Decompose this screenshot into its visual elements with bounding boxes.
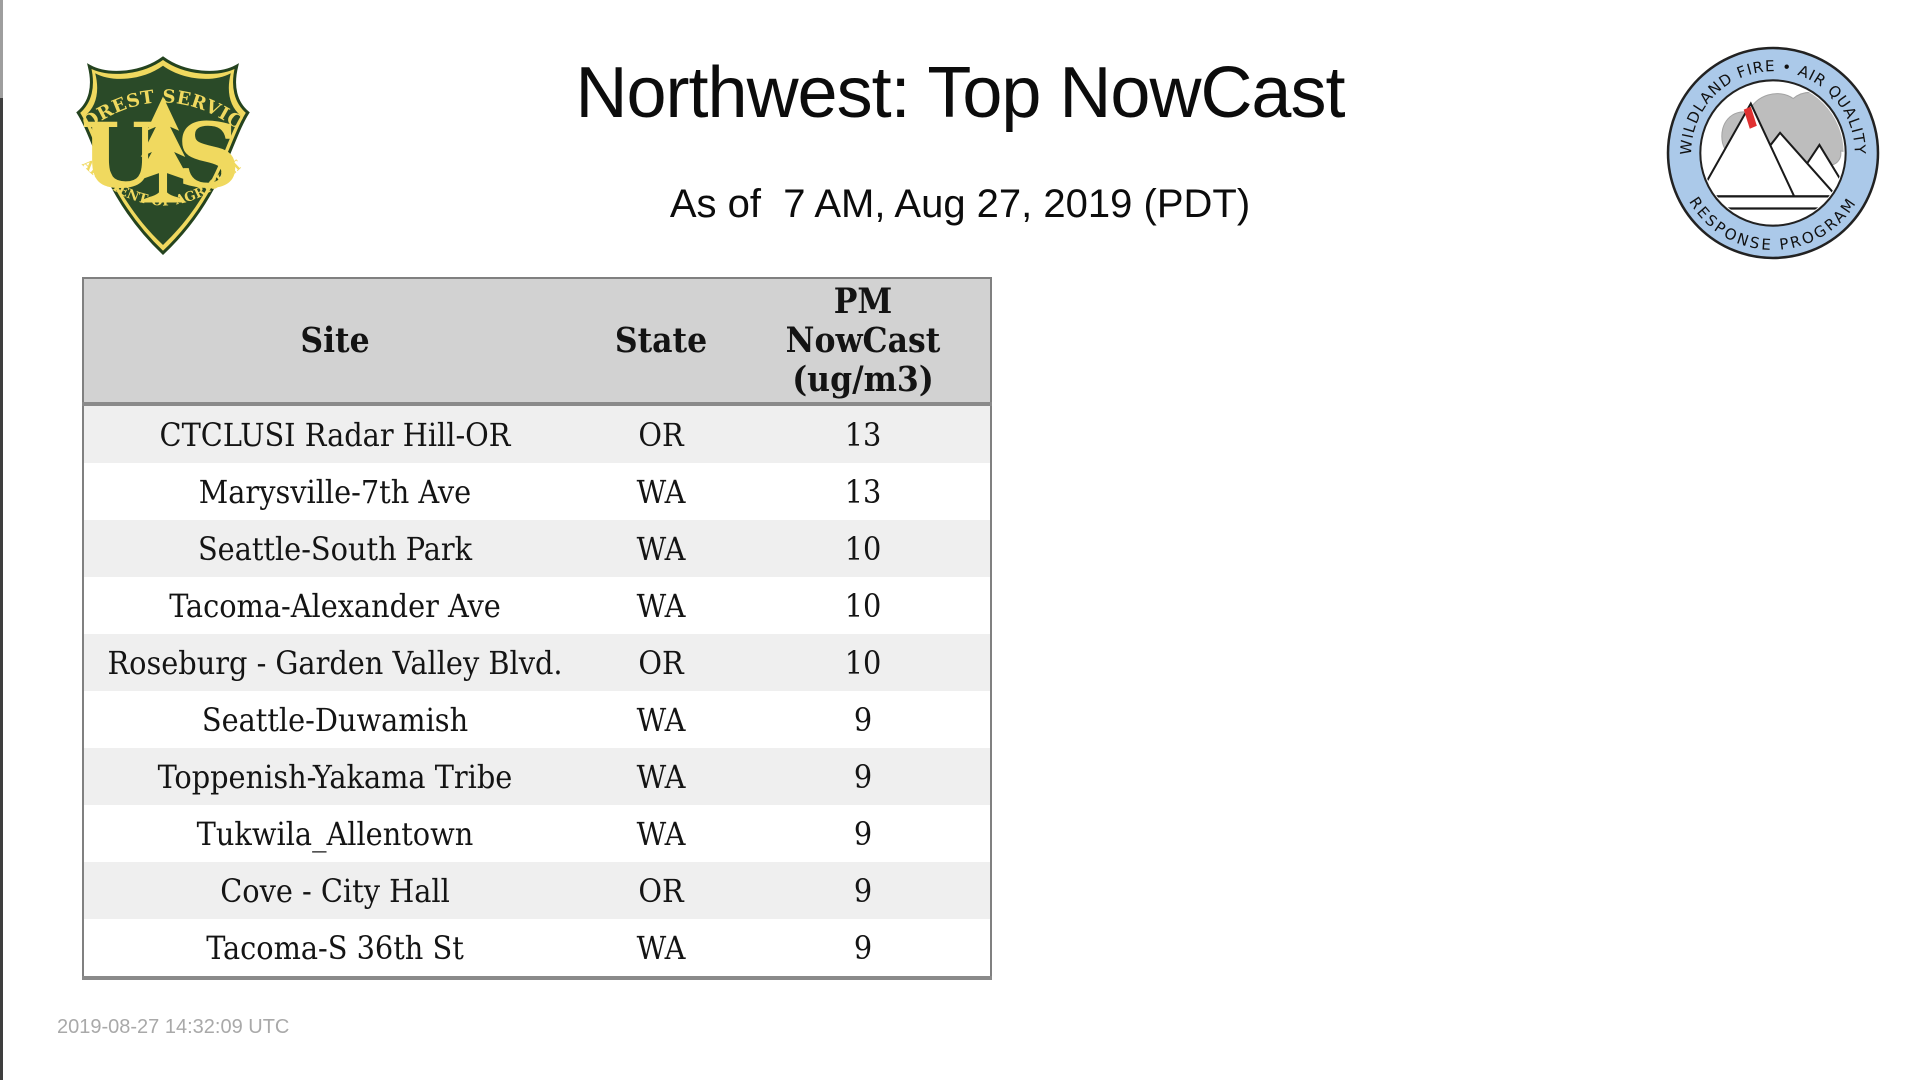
- table-row: Toppenish-Yakama Tribe WA 9: [83, 748, 991, 805]
- table-row: Tukwila_Allentown WA 9: [83, 805, 991, 862]
- state-cell: WA: [636, 529, 686, 568]
- table-body: CTCLUSI Radar Hill-OR OR 13 Marysville-7…: [83, 404, 991, 978]
- forest-service-logo-icon: FOREST SERVICE DEPARTMENT OF AGRICULTURE…: [62, 44, 250, 255]
- site-cell: Cove - City Hall: [220, 871, 450, 910]
- site-cell: Tacoma-Alexander Ave: [169, 586, 501, 625]
- window-edge-artifact: [0, 98, 3, 1080]
- flame-mark-icon: [1743, 106, 1757, 129]
- value-cell: 9: [853, 700, 873, 739]
- state-cell: WA: [636, 700, 686, 739]
- site-cell: Tukwila_Allentown: [196, 814, 474, 853]
- value-cell: 9: [853, 757, 873, 796]
- footer-timestamp: 2019-08-27 14:32:09 UTC: [57, 1016, 290, 1038]
- state-cell: OR: [638, 415, 684, 454]
- nowcast-table: Site State PM NowCast (ug/m3) CTCLUSI Ra…: [82, 277, 992, 980]
- site-cell: Roseburg - Garden Valley Blvd.: [107, 643, 563, 682]
- pm-header-line: (ug/m3): [792, 359, 934, 400]
- site-cell: Seattle-South Park: [197, 529, 473, 568]
- value-cell: 9: [853, 871, 873, 910]
- table-row: Seattle-Duwamish WA 9: [83, 691, 991, 748]
- value-cell: 10: [844, 586, 882, 625]
- column-header-state: State: [586, 278, 736, 406]
- column-header-site: Site: [83, 278, 586, 406]
- table-row: Tacoma-S 36th St WA 9: [83, 919, 991, 978]
- table-row: Marysville-7th Ave WA 13: [83, 463, 991, 520]
- site-cell: Tacoma-S 36th St: [206, 928, 464, 967]
- pm-header-line: NowCast: [785, 320, 941, 361]
- table-row: Cove - City Hall OR 9: [83, 862, 991, 919]
- value-cell: 10: [844, 529, 882, 568]
- page-title: Northwest: Top NowCast: [575, 53, 1346, 133]
- table-row: Seattle-South Park WA 10: [83, 520, 991, 577]
- state-cell: WA: [636, 814, 686, 853]
- site-cell: Seattle-Duwamish: [201, 700, 469, 739]
- column-header-pm-nowcast: PM NowCast (ug/m3): [736, 278, 991, 406]
- wildland-fire-air-quality-logo-icon: WILDLAND FIRE • AIR QUALITY RESPONSE PRO…: [1666, 46, 1880, 260]
- state-cell: WA: [636, 586, 686, 625]
- pine-tree-icon: [135, 96, 191, 203]
- window-edge-artifact: [0, 0, 3, 98]
- shield-letter-s: S: [176, 103, 240, 207]
- table-header-row: Site State PM NowCast (ug/m3): [83, 278, 991, 406]
- pm-header-line: PM: [833, 281, 893, 322]
- site-cell: CTCLUSI Radar Hill-OR: [159, 415, 511, 454]
- state-cell: WA: [636, 472, 686, 511]
- table-row: CTCLUSI Radar Hill-OR OR 13: [83, 404, 991, 463]
- page-subtitle: As of 7 AM, Aug 27, 2019 (PDT): [669, 182, 1251, 226]
- table-row: Tacoma-Alexander Ave WA 10: [83, 577, 991, 634]
- state-cell: OR: [638, 643, 684, 682]
- value-cell: 10: [844, 643, 882, 682]
- state-cell: WA: [636, 928, 686, 967]
- site-cell: Toppenish-Yakama Tribe: [157, 757, 513, 796]
- value-cell: 9: [853, 928, 873, 967]
- shield-letter-u: U: [81, 103, 158, 207]
- value-cell: 9: [853, 814, 873, 853]
- state-cell: OR: [638, 871, 684, 910]
- table-row: Roseburg - Garden Valley Blvd. OR 10: [83, 634, 991, 691]
- site-cell: Marysville-7th Ave: [198, 472, 472, 511]
- value-cell: 13: [844, 415, 882, 454]
- value-cell: 13: [844, 472, 882, 511]
- state-cell: WA: [636, 757, 686, 796]
